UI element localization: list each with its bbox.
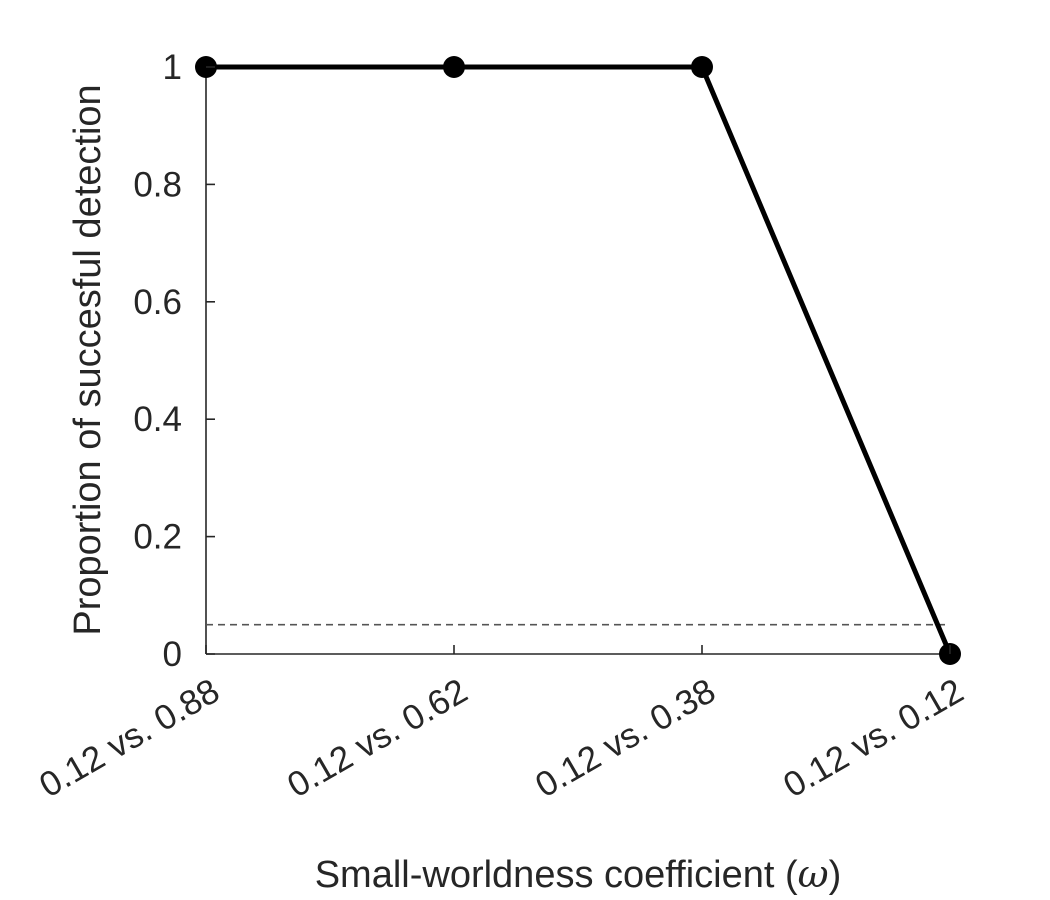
x-tick-label: 0.12 vs. 0.38 [529, 671, 722, 805]
data-point [691, 56, 713, 78]
y-tick-label: 0.4 [133, 400, 182, 439]
y-ticks: 0 0.2 0.4 0.6 0.8 1 [133, 48, 215, 674]
y-tick-label: 0.8 [133, 165, 182, 204]
x-tick-label: 0.12 vs. 0.12 [777, 671, 970, 805]
x-axis-title: Small-worldness coefficient (ω) [315, 852, 842, 896]
y-tick-label: 0.6 [133, 283, 182, 322]
markers-group [195, 56, 961, 665]
series-group [206, 64, 953, 655]
x-axis-title-text: Small-worldness coefficient ( [315, 854, 798, 896]
y-axis-title: Proportion of succesful detection [67, 84, 109, 635]
axes [205, 67, 950, 655]
x-tick-label: 0.12 vs. 0.62 [281, 671, 474, 805]
x-axis-title-suffix: ) [829, 854, 842, 896]
omega-symbol: ω [798, 852, 829, 896]
x-tick-label: 0.12 vs. 0.88 [33, 671, 226, 805]
y-tick-label: 1 [163, 48, 182, 87]
y-tick-label: 0 [163, 635, 182, 674]
data-point [443, 56, 465, 78]
series-line [206, 64, 953, 655]
y-tick-label: 0.2 [133, 518, 182, 557]
